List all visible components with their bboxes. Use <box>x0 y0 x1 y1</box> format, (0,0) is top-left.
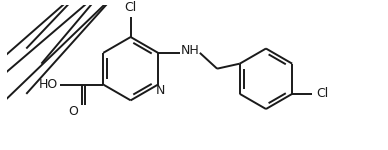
Text: NH: NH <box>180 44 199 57</box>
Text: N: N <box>156 84 165 97</box>
Text: Cl: Cl <box>316 87 329 100</box>
Text: O: O <box>69 105 78 118</box>
Text: Cl: Cl <box>125 1 137 14</box>
Text: HO: HO <box>38 78 57 91</box>
